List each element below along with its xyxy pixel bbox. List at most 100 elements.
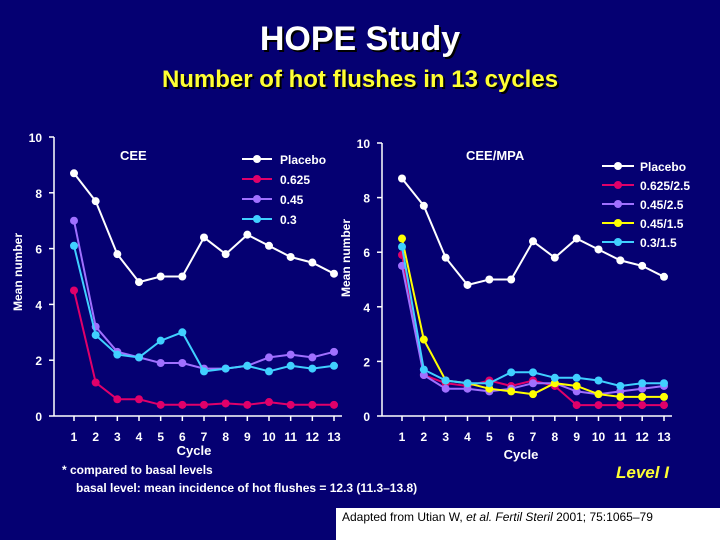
chart1-point [135, 278, 143, 287]
chart2-panel-label: CEE/MPA [466, 148, 525, 163]
chart1-x-tick-label: 5 [157, 430, 164, 444]
chart1-point [156, 358, 165, 367]
chart1-x-tick-label: 2 [92, 430, 99, 444]
chart2-point [616, 256, 625, 265]
chart2-point [441, 376, 450, 385]
citation-italic: et al. Fertil Steril [466, 510, 553, 524]
chart1-x-tick-label: 11 [284, 430, 297, 444]
chart2-point [660, 401, 668, 410]
chart1-point [70, 169, 78, 178]
chart1-point [308, 258, 317, 267]
citation: Adapted from Utian W, et al. Fertil Ster… [342, 510, 653, 524]
chart2-point [638, 261, 647, 270]
chart2-y-tick-label: 6 [363, 246, 370, 260]
chart1-point [265, 367, 273, 376]
chart2-legend-marker [614, 162, 622, 170]
chart2-point [398, 242, 406, 251]
chart2-point [616, 392, 625, 401]
chart2-point [529, 379, 537, 388]
chart1-point [243, 361, 252, 370]
chart2-point [594, 401, 603, 410]
chart2-series-line-5 [401, 246, 664, 388]
chart2-x-tick-label: 7 [530, 430, 537, 444]
chart1-point [330, 269, 338, 278]
chart2-y-tick-label: 0 [363, 410, 370, 424]
chart1-x-tick-label: 3 [114, 430, 121, 444]
chart1-point [330, 347, 338, 356]
chart1-legend-label: 0.3 [280, 213, 297, 227]
chart2-legend-marker [614, 219, 622, 227]
chart2-point [572, 373, 581, 382]
chart2-x-tick-label: 2 [420, 430, 427, 444]
chart1-point [200, 367, 208, 376]
chart2-y-tick-label: 10 [357, 137, 371, 151]
chart1-point [265, 241, 273, 250]
chart1-point [113, 350, 122, 359]
chart1-point [308, 400, 317, 409]
chart1-point [308, 364, 317, 373]
chart1-point [200, 233, 208, 242]
chart1-x-tick-label: 10 [262, 430, 276, 444]
chart2-x-tick-label: 13 [657, 430, 671, 444]
chart1-x-tick-label: 8 [222, 430, 229, 444]
chart1-point [178, 328, 187, 337]
chart1-point [156, 336, 165, 345]
chart1-point [178, 400, 187, 409]
chart2-legend-label: 0.45/1.5 [640, 217, 684, 231]
chart2-point [660, 272, 668, 281]
chart1-legend-marker [253, 215, 261, 223]
chart1-legend-label: Placebo [280, 153, 326, 167]
chart2-point [529, 390, 537, 399]
chart1-x-tick-label: 9 [244, 430, 251, 444]
chart1-y-tick-label: 8 [35, 187, 42, 201]
slide-title: HOPE Study [259, 20, 461, 58]
chart2-point [594, 245, 603, 254]
chart1-legend-label: 0.45 [280, 193, 304, 207]
chart1-x-tick-label: 13 [327, 430, 341, 444]
chart2-legend-label: 0.3/1.5 [640, 236, 677, 250]
chart1-point [265, 353, 273, 362]
chart2-x-tick-label: 6 [508, 430, 515, 444]
footnote-basal: basal level: mean incidence of hot flush… [76, 481, 418, 495]
chart2-point [441, 253, 450, 262]
chart1-y-tick-label: 10 [29, 131, 43, 145]
chart1-point [330, 400, 338, 409]
chart2-y-axis-label: Mean number [339, 219, 353, 297]
chart1-point [178, 358, 187, 367]
chart1-point [91, 378, 100, 387]
chart2-point [550, 253, 559, 262]
chart1-panel-label: CEE [120, 148, 147, 163]
chart1-legend-marker [253, 155, 261, 163]
chart1-point [91, 197, 100, 206]
chart1-y-axis-label: Mean number [11, 233, 25, 311]
chart1-point [286, 400, 295, 409]
chart1-legend-label: 0.625 [280, 173, 310, 187]
chart1-point [265, 398, 273, 407]
chart2-point [638, 401, 647, 410]
chart2-point [594, 390, 603, 399]
chart2-point [550, 373, 559, 382]
chart2-x-tick-label: 10 [592, 430, 606, 444]
chart2-point [507, 275, 516, 284]
chart2-point [419, 365, 428, 374]
chart2-legend-marker [614, 200, 622, 208]
chart2-y-tick-label: 8 [363, 192, 370, 206]
chart1-y-tick-label: 4 [35, 298, 42, 312]
chart2-point [485, 379, 494, 388]
footnote-compared: * compared to basal levels [62, 463, 213, 477]
chart1-legend-marker [253, 195, 261, 203]
chart2-point [529, 368, 537, 377]
citation-prefix: Adapted from Utian W, [342, 510, 467, 524]
chart1-y-tick-label: 6 [35, 243, 42, 257]
chart1-x-tick-label: 1 [71, 430, 78, 444]
chart2-point [398, 234, 406, 243]
chart2-point [638, 379, 647, 388]
evidence-level: Level I [616, 463, 669, 482]
chart1-point [156, 400, 165, 409]
chart2-x-tick-label: 9 [573, 430, 580, 444]
chart2-legend-label: 0.45/2.5 [640, 198, 684, 212]
chart1-point [178, 272, 187, 281]
chart2-x-tick-label: 4 [464, 430, 471, 444]
chart2-x-tick-label: 12 [635, 430, 649, 444]
chart1-point [135, 395, 143, 404]
